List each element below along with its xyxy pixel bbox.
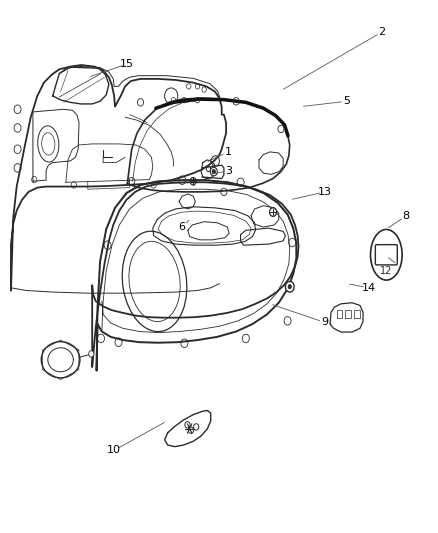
Circle shape [285,281,293,292]
Circle shape [184,422,190,428]
Text: 13: 13 [317,187,331,197]
Text: 6: 6 [178,222,185,231]
Text: 12: 12 [379,266,392,276]
Circle shape [269,208,276,216]
Text: 2: 2 [378,27,385,37]
Circle shape [88,351,94,357]
Circle shape [193,424,198,430]
Circle shape [212,169,215,174]
Text: 10: 10 [107,446,121,455]
Text: 5: 5 [343,96,350,106]
Text: 15: 15 [120,59,134,69]
Text: 8: 8 [402,211,409,221]
Text: 1: 1 [224,147,231,157]
Circle shape [287,285,291,289]
Circle shape [190,177,196,185]
Circle shape [206,166,210,172]
Ellipse shape [370,229,401,280]
Text: 14: 14 [361,283,375,293]
Circle shape [188,427,193,433]
Text: 9: 9 [321,318,328,327]
Circle shape [210,167,217,176]
Text: 3: 3 [224,166,231,175]
